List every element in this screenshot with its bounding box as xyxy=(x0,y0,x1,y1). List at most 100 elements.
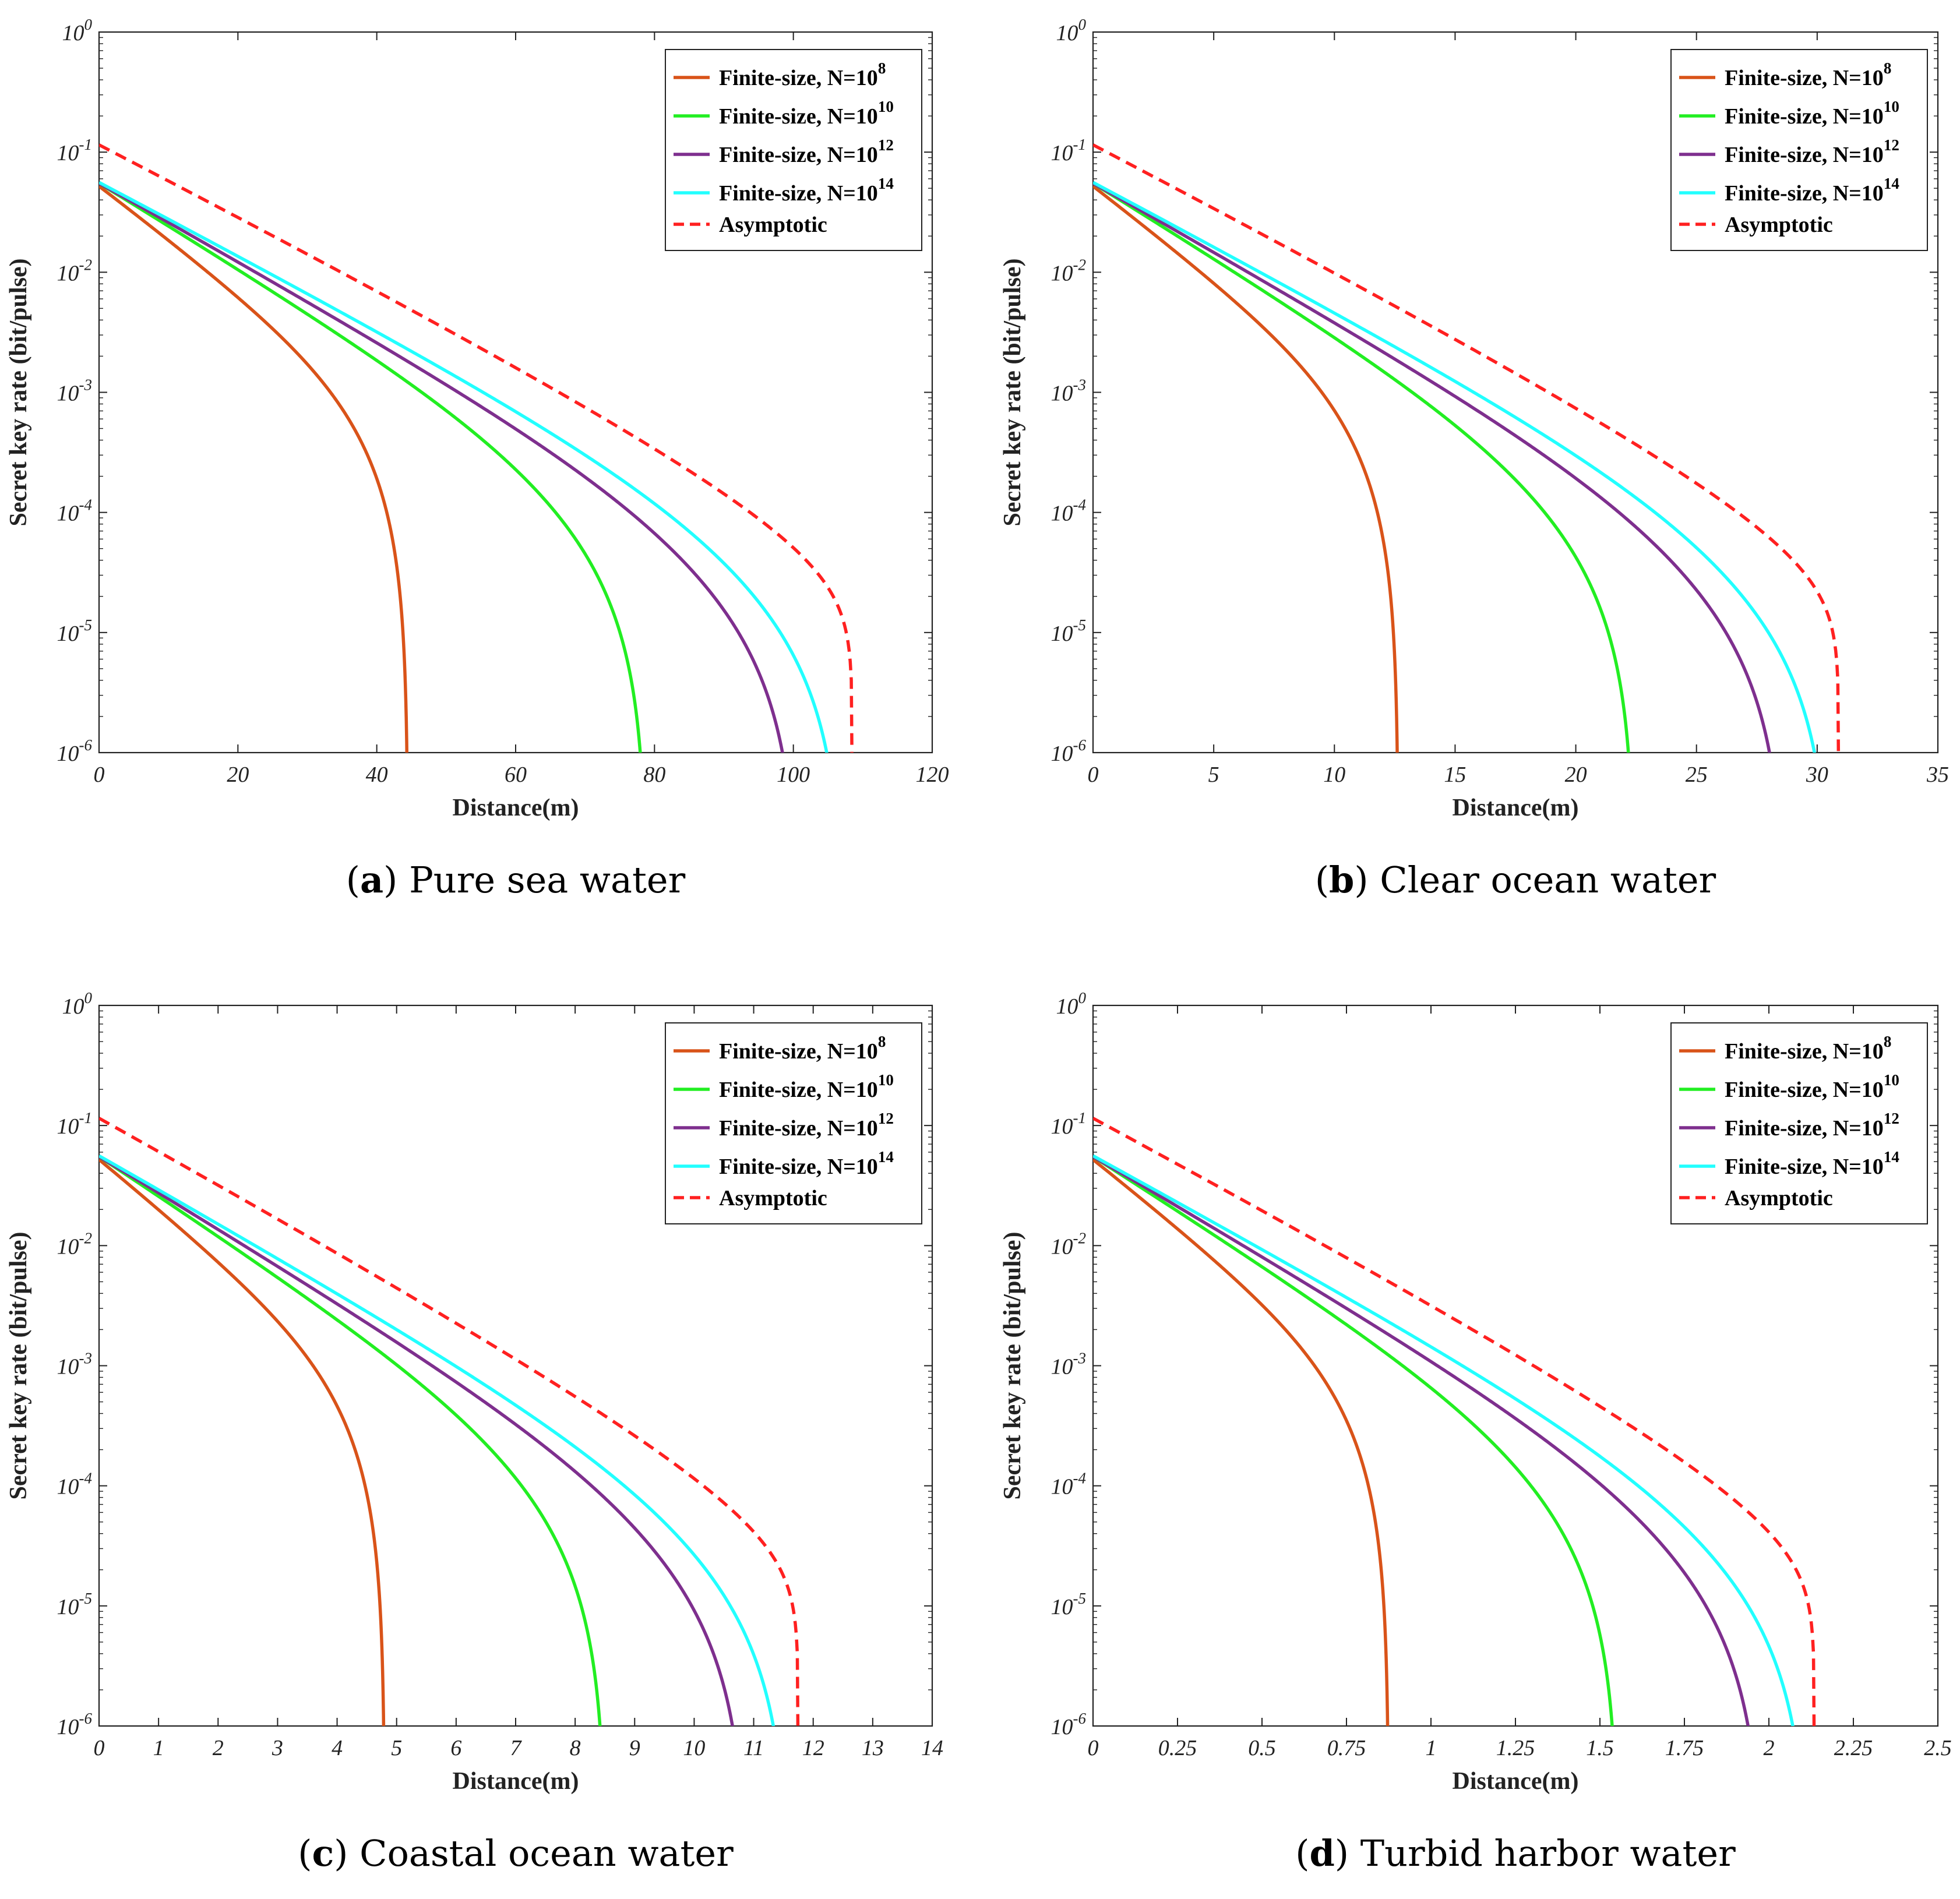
series-line-N8 xyxy=(1093,1158,1390,1726)
x-tick-label: 5 xyxy=(1208,763,1219,787)
y-tick-label: 10-2 xyxy=(1051,1229,1087,1259)
x-tick-label: 11 xyxy=(743,1736,764,1760)
chart-panel-d: 0 0.25 0.5 0.75 1 1.25 1.5 1.75 2 2.25 2.5 100 10-1 1… xyxy=(999,989,1952,1875)
series-line-N8 xyxy=(99,185,409,753)
x-tick-label: 1.5 xyxy=(1586,1736,1614,1760)
series-line-N12 xyxy=(99,1155,734,1726)
caption: (c) Coastal ocean water xyxy=(298,1832,734,1875)
x-tick-label: 4 xyxy=(332,1736,343,1760)
x-tick-label: 3 xyxy=(272,1736,283,1760)
x-tick-label: 0 xyxy=(1088,1736,1099,1760)
series-line-N14 xyxy=(99,1154,775,1726)
y-tick-label: 10-3 xyxy=(57,376,93,406)
legend-entry-N10: Finite-size, N=1010 xyxy=(719,1071,894,1102)
chart-panel-c: 0 1 2 3 4 5 6 7 8 9 10 11 12 13 1410010-110-210-310-41… xyxy=(5,989,943,1875)
y-tick-label: 10-6 xyxy=(1051,736,1087,766)
series-line-N14 xyxy=(99,181,829,753)
series-line-N10 xyxy=(1093,182,1630,753)
y-tick-label: 10-6 xyxy=(57,736,93,766)
x-tick-label: 0.75 xyxy=(1327,1736,1366,1760)
y-axis-label: Secret key rate (bit/pulse) xyxy=(5,1232,32,1500)
y-tick-label: 10-2 xyxy=(57,1229,93,1259)
legend-entry-N12: Finite-size, N=1012 xyxy=(719,1110,894,1141)
series-line-asymptotic xyxy=(99,143,854,753)
series-line-N10 xyxy=(1093,1155,1614,1726)
legend: Finite-size, N=108 Finite-size, N=1010 Fin… xyxy=(665,1022,922,1224)
x-axis-label: Distance(m) xyxy=(453,795,579,821)
legend-entry-N14: Finite-size, N=1014 xyxy=(1725,175,1899,206)
series-line-N14 xyxy=(1093,181,1817,753)
series-line-asymptotic xyxy=(99,1117,800,1726)
y-tick-label: 10-4 xyxy=(1051,1470,1087,1499)
x-tick-label: 8 xyxy=(570,1736,581,1760)
y-tick-label: 10-1 xyxy=(1051,136,1087,165)
y-tick-label: 10-1 xyxy=(57,1109,93,1139)
legend-entry-N12: Finite-size, N=1012 xyxy=(719,136,894,167)
x-tick-label: 1 xyxy=(153,1736,164,1760)
legend-box xyxy=(665,1022,922,1224)
caption: (d) Turbid harbor water xyxy=(1295,1832,1736,1875)
series-group xyxy=(99,143,854,753)
y-tick-label: 10-3 xyxy=(57,1350,93,1379)
x-tick-label: 9 xyxy=(629,1736,640,1760)
x-tick-label: 12 xyxy=(802,1736,824,1760)
legend: Finite-size, N=108 Finite-size, N=1010 Fin… xyxy=(1670,1022,1928,1224)
x-tick-label: 10 xyxy=(1323,763,1345,787)
x-tick-label: 10 xyxy=(683,1736,705,1760)
y-tick-label: 100 xyxy=(62,16,93,45)
series-line-N12 xyxy=(1093,182,1771,753)
y-tick-label: 10-5 xyxy=(1051,1590,1087,1619)
caption: (b) Clear ocean water xyxy=(1315,859,1716,901)
x-tick-label: 0 xyxy=(1088,763,1099,787)
caption: (a) Pure sea water xyxy=(346,859,686,901)
y-tick-label: 10-5 xyxy=(57,1590,93,1619)
x-tick-label: 1 xyxy=(1426,1736,1437,1760)
x-tick-label: 0 xyxy=(94,763,105,787)
x-axis-label: Distance(m) xyxy=(1453,795,1579,821)
series-line-N8 xyxy=(99,1158,386,1726)
y-tick-label: 10-4 xyxy=(57,496,93,526)
x-tick-label: 13 xyxy=(862,1736,884,1760)
legend-entry-N14: Finite-size, N=1014 xyxy=(719,1148,894,1179)
legend: Finite-size, N=108 Finite-size, N=1010 Fin… xyxy=(1670,49,1928,251)
legend-entry-asymptotic: Asymptotic xyxy=(1725,213,1833,237)
y-axis-label: Secret key rate (bit/pulse) xyxy=(999,259,1026,527)
x-tick-label: 25 xyxy=(1686,763,1708,787)
y-tick-label: 10-1 xyxy=(57,136,93,165)
series-line-N12 xyxy=(1093,1155,1750,1726)
y-tick-label: 10-4 xyxy=(1051,496,1087,526)
x-tick-label: 2.5 xyxy=(1924,1736,1952,1760)
x-tick-label: 14 xyxy=(921,1736,943,1760)
x-tick-label: 60 xyxy=(505,763,527,787)
x-tick-label: 40 xyxy=(366,763,388,787)
x-tick-label: 20 xyxy=(227,763,249,787)
legend-entry-N10: Finite-size, N=1010 xyxy=(719,98,894,129)
x-tick-label: 6 xyxy=(450,1736,461,1760)
legend-entry-N8: Finite-size, N=108 xyxy=(719,1033,886,1064)
legend-entry-N8: Finite-size, N=108 xyxy=(1725,1033,1891,1064)
y-tick-label: 10-2 xyxy=(1051,256,1087,285)
x-tick-label: 1.75 xyxy=(1665,1736,1704,1760)
x-tick-label: 100 xyxy=(777,763,810,787)
legend-entry-N10: Finite-size, N=1010 xyxy=(1725,1071,1899,1102)
series-line-asymptotic xyxy=(1093,1117,1816,1726)
x-tick-label: 0.25 xyxy=(1158,1736,1197,1760)
y-axis-label: Secret key rate (bit/pulse) xyxy=(999,1232,1026,1500)
y-tick-label: 10-3 xyxy=(1051,1350,1087,1379)
legend-entry-N14: Finite-size, N=1014 xyxy=(1725,1148,1899,1179)
x-tick-label: 20 xyxy=(1565,763,1587,787)
y-tick-label: 10-4 xyxy=(57,1470,93,1499)
series-group xyxy=(1093,143,1841,753)
x-tick-label: 30 xyxy=(1806,763,1828,787)
x-tick-label: 0 xyxy=(94,1736,105,1760)
y-axis-label: Secret key rate (bit/pulse) xyxy=(5,259,32,527)
y-tick-label: 10-5 xyxy=(1051,616,1087,646)
series-group xyxy=(99,1117,800,1726)
legend-entry-N12: Finite-size, N=1012 xyxy=(1725,136,1899,167)
legend-box xyxy=(665,49,922,251)
legend-entry-asymptotic: Asymptotic xyxy=(1725,1186,1833,1210)
x-tick-label: 120 xyxy=(916,763,949,787)
legend-entry-asymptotic: Asymptotic xyxy=(719,1186,827,1210)
x-tick-label: 2 xyxy=(213,1736,224,1760)
chart-panel-b: 0 5 10 15 20 25 30 35 100 10-1 10-2 10-3 10-4 10-5 10-… xyxy=(999,16,1949,901)
